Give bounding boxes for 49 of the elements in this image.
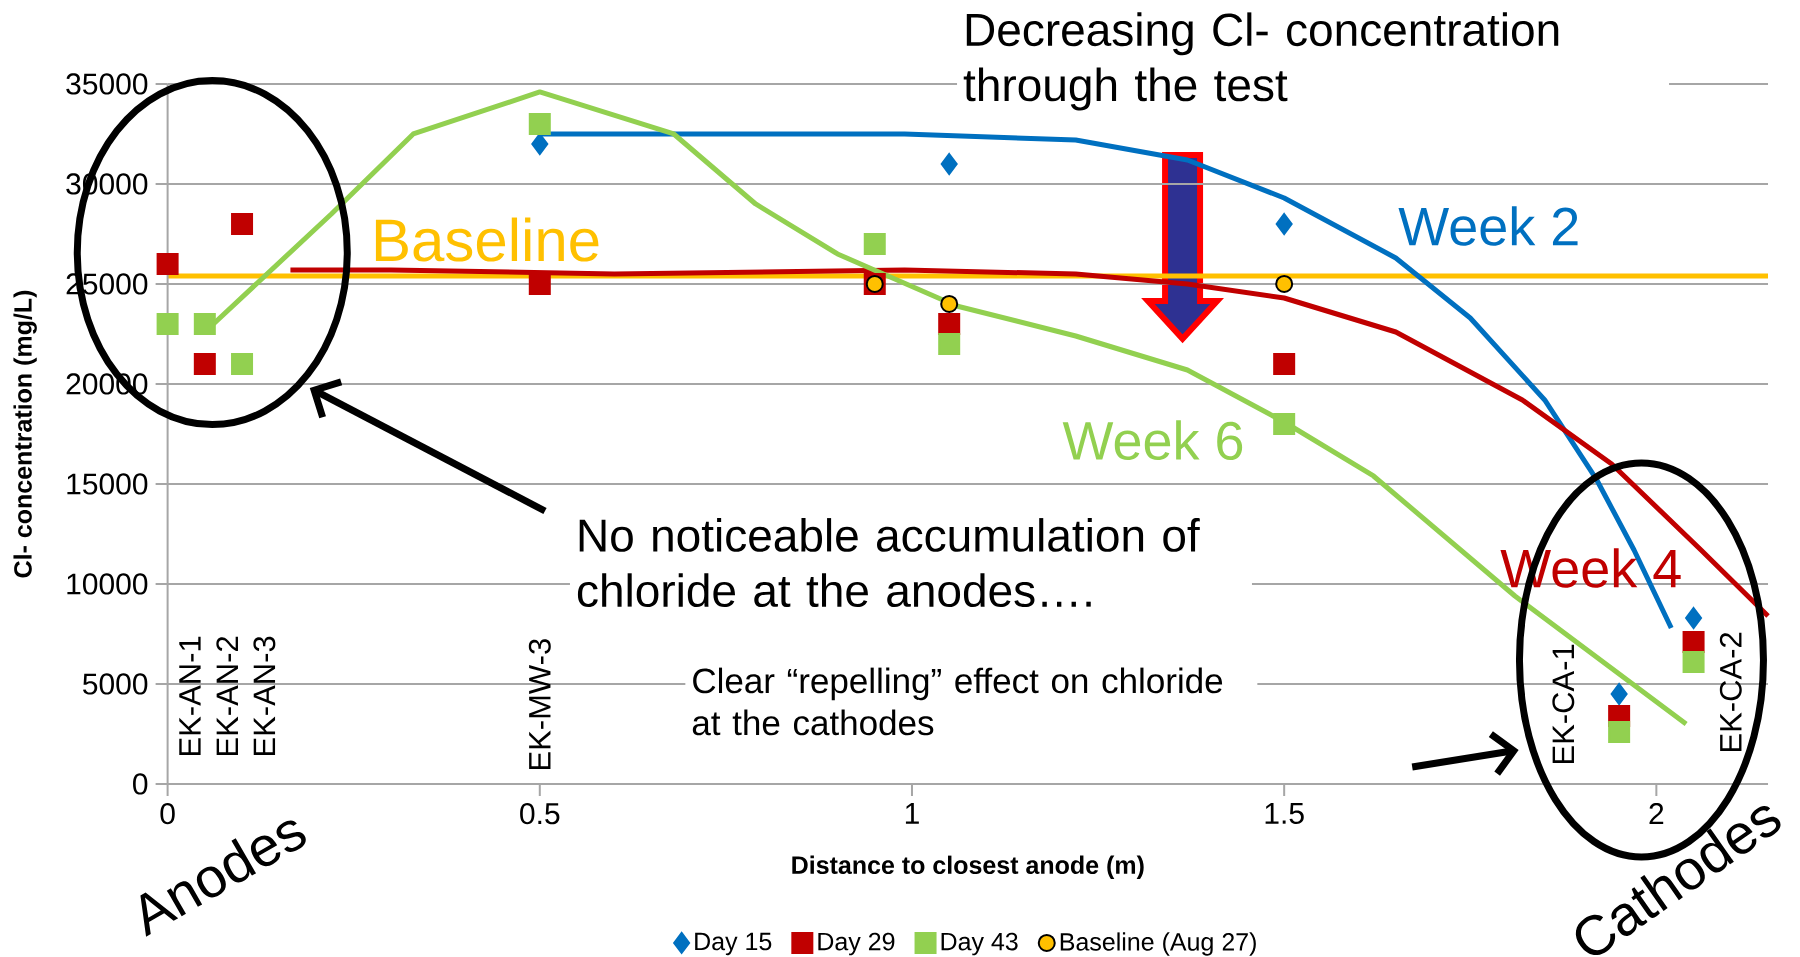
- point: [1275, 274, 1294, 293]
- point: [193, 312, 216, 335]
- series-label: Week 6: [1062, 420, 1243, 461]
- annotation: EK-AN-3: [253, 636, 276, 756]
- point: [1610, 682, 1628, 705]
- y-tick-label: 0: [133, 773, 148, 795]
- annotation: EK-AN-2: [216, 636, 238, 756]
- x-axis-title: Distance to closest anode (m): [792, 855, 1144, 879]
- y-tick-label: 5000: [83, 673, 148, 695]
- annotation: EK-CA-2: [1719, 632, 1742, 752]
- point: [863, 232, 886, 255]
- annotation: Clear “repelling” effect on chloride at the cathodes: [692, 667, 1223, 736]
- ref-line-label: Baseline: [375, 217, 599, 262]
- legend-label: Day 43: [941, 932, 1018, 956]
- legend-label: Baseline (Aug 27): [1060, 932, 1256, 956]
- annotation: EK-AN-1: [179, 636, 201, 756]
- point: [528, 112, 551, 135]
- point: [1275, 212, 1293, 235]
- point: [1682, 650, 1705, 673]
- point: [938, 312, 961, 335]
- point: [528, 272, 551, 295]
- point: [156, 312, 179, 335]
- annotation: No noticeable accumulation of chloride at the anodes….: [577, 518, 1200, 608]
- point: [1682, 630, 1705, 653]
- point: [1685, 606, 1703, 629]
- point: [156, 252, 179, 275]
- annotation: EK-MW-3: [528, 639, 551, 770]
- point: [231, 352, 254, 375]
- y-axis-title: Cl- concentration (mg/L): [13, 290, 37, 578]
- point: [1273, 412, 1296, 435]
- legend-label: Day 29: [818, 932, 895, 956]
- annotation: EK-CA-1: [1552, 644, 1575, 764]
- point: [193, 352, 216, 375]
- x-tick-label: 1: [905, 803, 919, 824]
- point: [938, 332, 961, 355]
- point: [531, 132, 549, 155]
- point: [940, 152, 958, 175]
- x-tick-label: 0.5: [520, 803, 560, 825]
- y-tick-label: 15000: [67, 473, 148, 495]
- series-label: Week 2: [1398, 206, 1578, 246]
- point: [231, 212, 254, 235]
- x-tick-label: 1.5: [1265, 803, 1304, 824]
- point: [940, 294, 959, 313]
- point: [1273, 352, 1296, 375]
- point: [1608, 720, 1631, 743]
- annotation: Decreasing Cl- concentration through the test: [963, 12, 1559, 111]
- legend-label: Day 15: [695, 932, 772, 956]
- y-tick-label: 35000: [66, 73, 148, 95]
- y-tick-label: 10000: [67, 573, 148, 595]
